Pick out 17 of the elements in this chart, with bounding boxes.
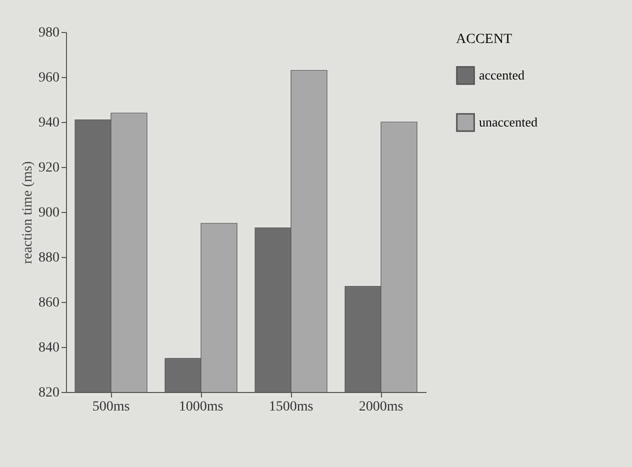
y-tick-label: 920: [38, 160, 60, 176]
x-tick-label: 2000ms: [358, 400, 404, 414]
legend-label: unaccented: [479, 114, 538, 130]
y-tick-label: 980: [38, 26, 60, 40]
y-tick-label: 820: [38, 386, 60, 400]
y-tick-label: 960: [38, 70, 60, 86]
x-tick-label: 1500ms: [268, 400, 314, 414]
y-tick-label: 940: [38, 116, 60, 130]
y-tick-label: 900: [38, 206, 60, 220]
x-tick-label: 500ms: [92, 400, 130, 414]
x-tick-label: 1000ms: [178, 400, 224, 414]
legend-title: ACCENT: [456, 32, 512, 47]
y-tick-label: 860: [38, 296, 60, 310]
y-tick-label: 840: [38, 340, 60, 356]
legend-label: accented: [479, 68, 525, 82]
y-axis-title: reaction time (ms): [20, 160, 36, 264]
y-tick-label: 880: [38, 250, 60, 266]
